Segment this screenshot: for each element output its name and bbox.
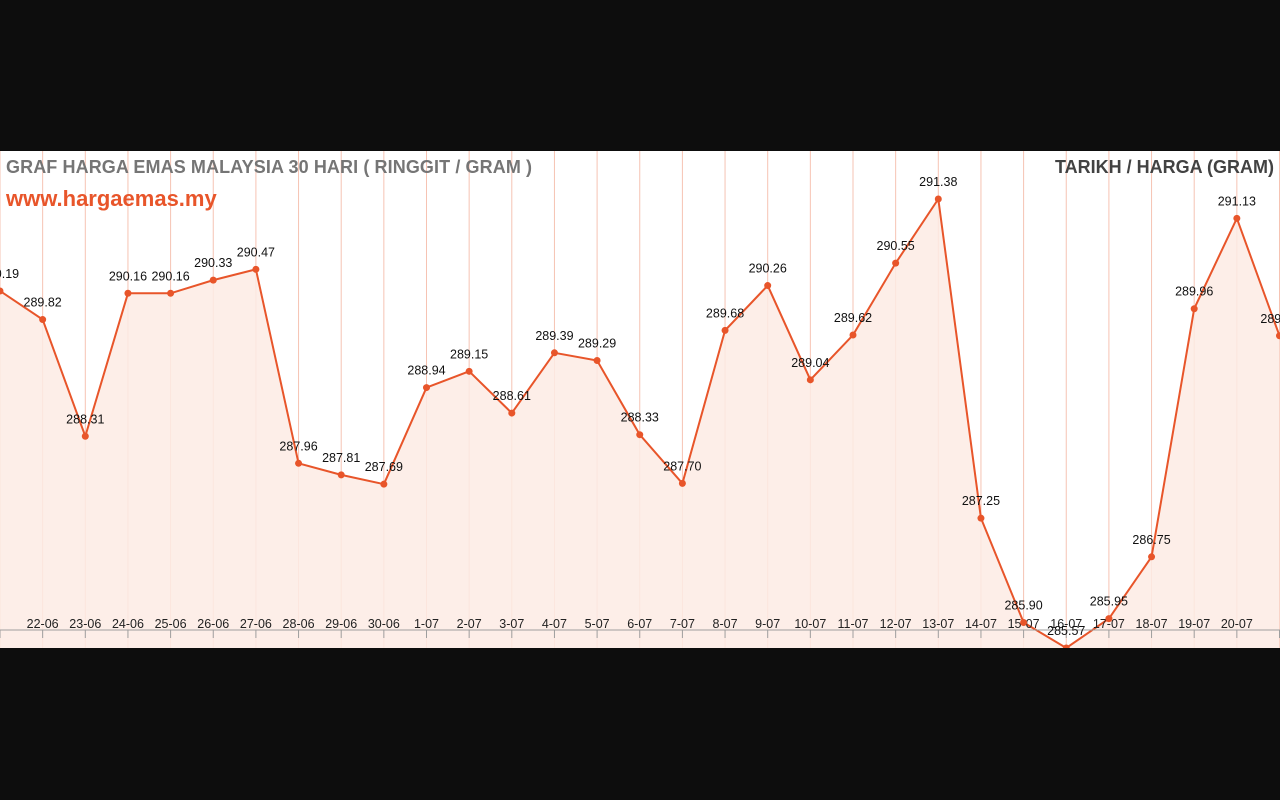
data-point-13[interactable] — [550, 349, 558, 357]
data-point-2[interactable] — [81, 432, 89, 440]
area-fill — [0, 199, 1280, 648]
data-point-16[interactable] — [678, 479, 686, 487]
data-point-24[interactable] — [1020, 618, 1028, 626]
value-label-23: 287.25 — [962, 494, 1000, 508]
value-label-24: 285.90 — [1004, 598, 1042, 612]
data-point-7[interactable] — [295, 459, 303, 467]
site-url[interactable]: www.hargaemas.my — [6, 186, 217, 211]
x-tick-label-11: 2-07 — [457, 617, 482, 631]
data-point-4[interactable] — [167, 289, 175, 297]
x-tick-label-3: 24-06 — [112, 617, 144, 631]
data-point-25[interactable] — [1062, 644, 1070, 649]
data-point-22[interactable] — [934, 195, 942, 203]
data-point-15[interactable] — [636, 431, 644, 439]
value-label-1: 289.82 — [24, 296, 62, 310]
value-label-21: 290.55 — [877, 239, 915, 253]
value-label-18: 290.26 — [749, 262, 787, 276]
value-label-28: 289.96 — [1175, 285, 1213, 299]
value-label-4: 290.16 — [151, 269, 189, 283]
value-label-25: 285.57 — [1047, 624, 1085, 638]
data-point-19[interactable] — [806, 376, 814, 384]
x-tick-label-29: 20-07 — [1221, 617, 1253, 631]
x-tick-label-23: 14-07 — [965, 617, 997, 631]
x-tick-label-9: 30-06 — [368, 617, 400, 631]
value-label-5: 290.33 — [194, 256, 232, 270]
x-tick-label-1: 22-06 — [27, 617, 59, 631]
x-tick-label-18: 9-07 — [755, 617, 780, 631]
data-point-18[interactable] — [764, 282, 772, 290]
data-point-17[interactable] — [721, 326, 729, 334]
value-label-10: 288.94 — [407, 364, 445, 378]
x-tick-label-17: 8-07 — [713, 617, 738, 631]
chart-plot: 22-06 23-06 24-06 25-06 26-06 27-06 28-06 29-06… — [0, 151, 1280, 648]
data-point-28[interactable] — [1190, 305, 1198, 313]
x-tick-label-20: 11-07 — [837, 617, 868, 631]
data-point-14[interactable] — [593, 357, 601, 365]
data-point-8[interactable] — [337, 471, 345, 479]
x-tick-label-12: 3-07 — [499, 617, 524, 631]
x-tick-label-26: 17-07 — [1093, 617, 1125, 631]
value-label-0: 290.19 — [0, 267, 19, 281]
data-point-9[interactable] — [380, 480, 388, 488]
data-point-5[interactable] — [209, 276, 217, 284]
value-label-11: 289.15 — [450, 347, 488, 361]
data-point-0[interactable] — [0, 287, 4, 295]
value-label-7: 287.96 — [279, 439, 317, 453]
value-label-17: 289.68 — [706, 306, 744, 320]
x-tick-label-10: 1-07 — [414, 617, 439, 631]
x-tick-label-14: 5-07 — [585, 617, 610, 631]
x-tick-label-16: 7-07 — [670, 617, 695, 631]
data-point-6[interactable] — [252, 265, 260, 273]
value-label-19: 289.04 — [791, 356, 829, 370]
chart-title: GRAF HARGA EMAS MALAYSIA 30 HARI ( RINGG… — [6, 157, 533, 177]
value-label-29: 291.13 — [1218, 194, 1256, 208]
data-point-30[interactable] — [1276, 332, 1280, 340]
data-point-26[interactable] — [1105, 615, 1113, 623]
x-tick-label-15: 6-07 — [627, 617, 652, 631]
x-tick-label-13: 4-07 — [542, 617, 567, 631]
point-layer — [0, 195, 1280, 649]
data-point-3[interactable] — [124, 289, 132, 297]
x-tick-label-25: 16-07 — [1050, 617, 1082, 631]
value-label-30: 289.61 — [1260, 312, 1280, 326]
value-label-13: 289.39 — [535, 329, 573, 343]
value-label-6: 290.47 — [237, 245, 275, 259]
x-tick-label-21: 12-07 — [880, 617, 912, 631]
x-tick-label-4: 25-06 — [155, 617, 187, 631]
value-label-27: 286.75 — [1132, 533, 1170, 547]
value-label-3: 290.16 — [109, 269, 147, 283]
chart-panel: 22-06 23-06 24-06 25-06 26-06 27-06 28-06 29-06… — [0, 151, 1280, 648]
label-layer: 290.19 289.82 288.31 290.16 290.16 290.33 290.… — [0, 175, 1280, 638]
x-tick-label-6: 27-06 — [240, 617, 272, 631]
data-point-11[interactable] — [465, 367, 473, 375]
data-point-29[interactable] — [1233, 214, 1241, 222]
data-point-10[interactable] — [423, 384, 430, 392]
legend-label: TARIKH / HARGA (GRAM) — [1055, 157, 1274, 177]
data-point-27[interactable] — [1148, 553, 1156, 561]
x-tick-label-19: 10-07 — [794, 617, 826, 631]
value-label-14: 289.29 — [578, 337, 616, 351]
value-label-16: 287.70 — [663, 459, 701, 473]
data-point-23[interactable] — [977, 514, 985, 522]
x-tick-label-27: 18-07 — [1136, 617, 1168, 631]
value-label-15: 288.33 — [621, 411, 659, 425]
value-label-2: 288.31 — [66, 412, 104, 426]
data-point-21[interactable] — [892, 259, 900, 267]
x-tick-label-22: 13-07 — [922, 617, 954, 631]
data-point-20[interactable] — [849, 331, 857, 339]
x-tick-label-5: 26-06 — [197, 617, 229, 631]
x-tick-label-7: 28-06 — [283, 617, 315, 631]
x-tick-label-8: 29-06 — [325, 617, 357, 631]
value-label-9: 287.69 — [365, 460, 403, 474]
value-label-26: 285.95 — [1090, 595, 1128, 609]
value-label-20: 289.62 — [834, 311, 872, 325]
data-point-12[interactable] — [508, 409, 516, 417]
value-label-8: 287.81 — [322, 451, 360, 465]
data-point-1[interactable] — [39, 316, 47, 324]
x-tick-label-28: 19-07 — [1178, 617, 1210, 631]
x-tick-label-2: 23-06 — [69, 617, 101, 631]
value-label-12: 288.61 — [493, 389, 531, 403]
value-label-22: 291.38 — [919, 175, 957, 189]
